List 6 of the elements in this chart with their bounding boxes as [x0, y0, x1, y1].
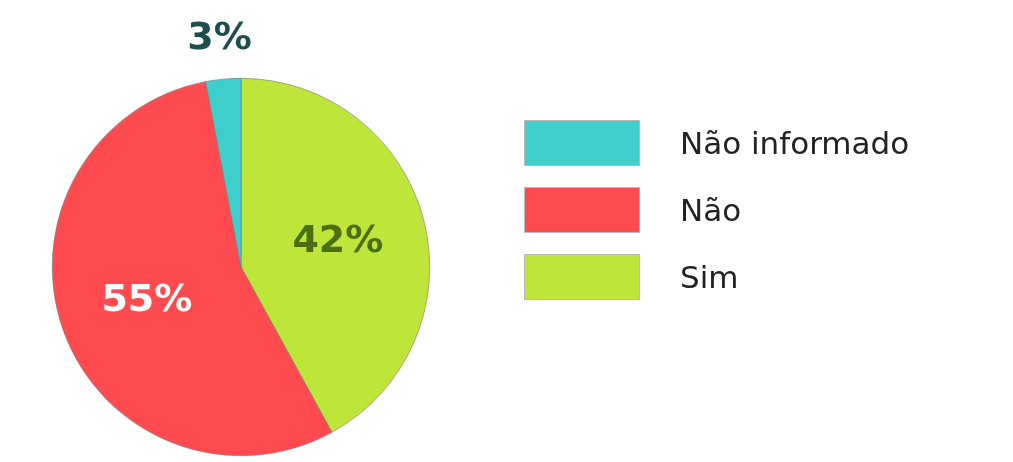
- legend-label: Não: [680, 192, 742, 228]
- data-label: 42%: [292, 217, 384, 261]
- data-label: 55%: [101, 275, 193, 320]
- data-label: 3%: [187, 14, 252, 59]
- legend-label: Não informado: [680, 125, 910, 161]
- legend-label: Sim: [680, 259, 739, 295]
